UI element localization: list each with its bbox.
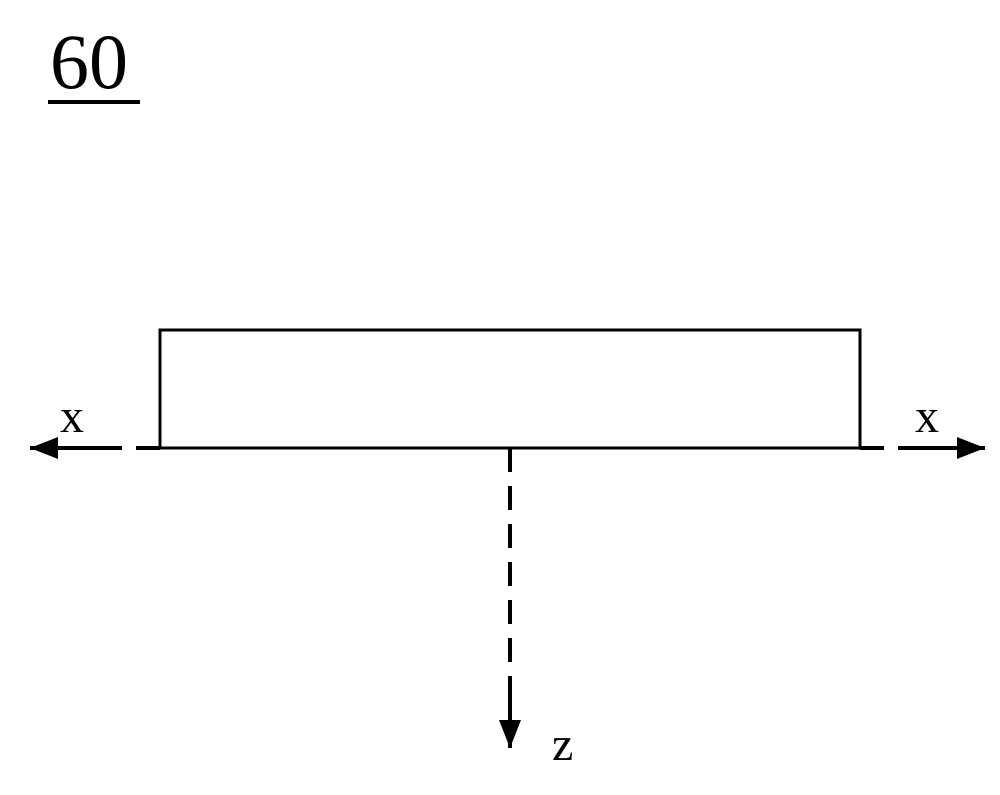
- axis-arrow-head: [957, 437, 985, 459]
- body-rectangle: [160, 330, 860, 448]
- axis-arrow-head: [30, 437, 58, 459]
- x-axis-right-label: x: [915, 390, 939, 443]
- z-axis-label: z: [552, 718, 573, 771]
- diagram-canvas: 60 x x z: [0, 0, 1000, 795]
- x-axis-left-label: x: [60, 390, 84, 443]
- figure-number-label: 60: [50, 18, 128, 105]
- axis-arrow-head: [499, 720, 521, 748]
